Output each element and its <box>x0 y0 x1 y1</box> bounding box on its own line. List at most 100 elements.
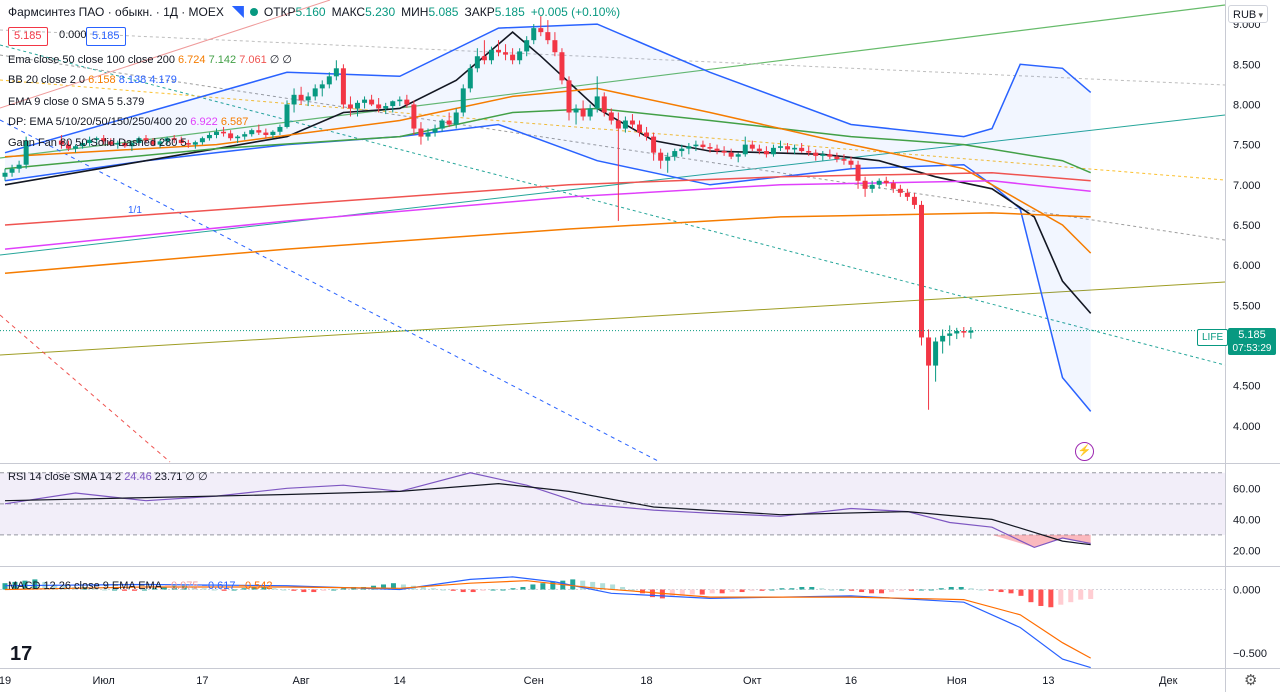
candle-body <box>333 68 339 77</box>
macd-histogram-bar <box>2 583 8 590</box>
macd-histogram-bar <box>759 589 765 591</box>
candle-body <box>580 108 586 117</box>
macd-histogram-bar <box>430 588 436 590</box>
macd-histogram-bar <box>381 584 387 590</box>
candle-body <box>700 144 706 148</box>
candle-body <box>164 138 170 142</box>
candle-body <box>432 128 438 133</box>
candle-body <box>2 172 8 177</box>
x-tick-label: Дек <box>1159 675 1178 687</box>
rsi-oversold-fill <box>992 534 1091 548</box>
gann-fan-line-3 <box>0 44 1226 366</box>
legend-bb-name: BB 20 close 2 0 <box>8 74 86 86</box>
macd-histogram-bar <box>779 588 785 590</box>
macd-histogram-bar <box>819 588 825 590</box>
candle-body <box>820 154 826 156</box>
macd-histogram-bar <box>291 589 297 591</box>
low-label: МИН <box>401 5 429 19</box>
legend-macd-signal: −0.542 <box>238 580 273 592</box>
bid-box[interactable]: 5.185 <box>8 27 48 46</box>
close-label: ЗАКР <box>464 5 495 19</box>
candle-body <box>615 120 621 129</box>
macd-histogram-bar <box>789 588 795 590</box>
gear-icon[interactable]: ⚙ <box>1244 672 1258 689</box>
candle-body <box>115 143 121 145</box>
high-value: 5.230 <box>365 5 396 19</box>
legend-macd-hist: −0.075 <box>164 580 199 592</box>
macd-histogram-bar <box>590 581 596 590</box>
currency-selector[interactable]: RUB ▾ <box>1228 5 1268 23</box>
candle-body <box>80 143 86 147</box>
ma-line-dp-2 <box>4 212 1091 274</box>
candle-body <box>221 131 227 134</box>
macd-histogram-bar <box>480 589 486 591</box>
macd-histogram-bar <box>988 589 994 591</box>
candle-body <box>686 146 692 149</box>
candle-body <box>876 180 882 185</box>
candle-body <box>658 152 664 161</box>
macd-histogram-bar <box>161 586 167 590</box>
macd-histogram-bar <box>281 589 287 591</box>
y-tick-label: 0.000 <box>1233 585 1261 597</box>
legend-gann[interactable]: Gann Fan 80 50 Solid Dashed 280 5 <box>8 136 187 150</box>
macd-histogram-bar <box>600 583 606 590</box>
macd-histogram-bar <box>689 589 695 595</box>
candle-body <box>122 143 128 147</box>
legend-dp[interactable]: DP: EMA 5/10/20/50/150/250/400 20 6.922 … <box>8 115 248 129</box>
change-value: +0.005 (+0.10%) <box>530 5 621 19</box>
bb-lower-line <box>4 123 1092 412</box>
legend-rsi[interactable]: RSI 14 close SMA 14 2 24.46 23.71 ∅ ∅ <box>8 470 208 484</box>
macd-histogram-bar <box>32 579 38 590</box>
ma-line-ema-100 <box>4 87 1092 254</box>
tradingview-logo-icon[interactable]: 17 <box>10 643 33 665</box>
candle-body <box>968 330 974 333</box>
legend-ema9-v1: 5.379 <box>116 96 145 108</box>
macd-histogram-bar <box>191 586 197 590</box>
macd-histogram-bar <box>131 589 137 591</box>
macd-histogram-bar <box>769 589 775 591</box>
bb-upper-line <box>4 23 1092 154</box>
macd-histogram-bar <box>540 583 546 590</box>
candle-body <box>644 132 650 137</box>
legend-ema9[interactable]: EMA 9 close 0 SMA 5 5.379 <box>8 95 144 109</box>
ask-box[interactable]: 5.185 <box>86 27 126 46</box>
y-tick-label: 4.000 <box>1233 421 1261 433</box>
low-value: 5.085 <box>428 5 459 19</box>
candle-body <box>897 188 903 193</box>
series-tag: LIFE <box>1197 329 1229 346</box>
macd-histogram-bar <box>898 589 904 591</box>
legend-bb[interactable]: BB 20 close 2 0 6.158 8.138 4.179 <box>8 73 177 87</box>
macd-histogram-bar <box>181 585 187 590</box>
lightning-icon[interactable]: ⚡ <box>1075 442 1094 461</box>
y-tick-label: 40.00 <box>1233 514 1261 526</box>
open-label: ОТКР <box>263 5 296 19</box>
x-tick-label: Ноя <box>947 675 967 687</box>
macd-histogram-bar <box>510 588 516 590</box>
legend-ema[interactable]: Ema close 50 close 100 close 200 6.724 7… <box>8 53 292 67</box>
macd-histogram-bar <box>251 586 257 590</box>
candle-body <box>601 96 607 113</box>
candle-body <box>228 133 234 139</box>
x-tick-label: Авг <box>292 675 309 687</box>
candle-body <box>728 152 734 157</box>
macd-histogram-bar <box>490 589 496 591</box>
candle-body <box>749 144 755 149</box>
macd-histogram-bar <box>1048 589 1054 608</box>
legend-macd-line: −0.617 <box>201 580 236 592</box>
x-tick-label: 14 <box>394 675 406 687</box>
candle-body <box>411 104 417 129</box>
macd-histogram-bar <box>649 589 655 598</box>
candle-body <box>73 146 78 149</box>
candle-body <box>171 138 177 140</box>
legend-ema9-name: EMA 9 close 0 SMA 5 <box>8 96 114 108</box>
symbol-title[interactable]: Фармсинтез ПАО · обыкн. · 1Д · MOEX <box>8 5 224 19</box>
candle-body <box>587 108 593 117</box>
macd-histogram-bar <box>500 589 506 591</box>
legend-macd[interactable]: MACD 12 26 close 9 EMA EMA −0.075 −0.617… <box>8 579 273 593</box>
candle-body <box>488 49 494 61</box>
candle-body <box>319 84 325 89</box>
currency-label: RUB <box>1233 9 1257 21</box>
candle-body <box>235 136 241 139</box>
x-tick-label: 13 <box>1042 675 1054 687</box>
